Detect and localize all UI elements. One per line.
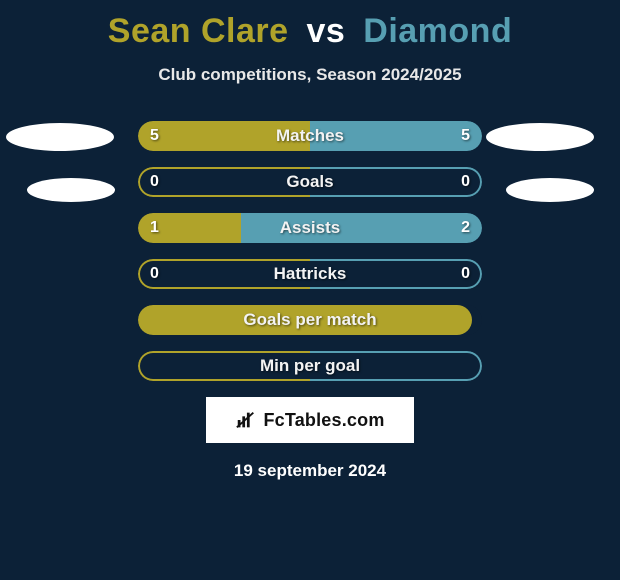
decoration-ellipse [506,178,594,202]
stat-value-right: 0 [461,167,470,197]
stat-fill-left [138,121,310,151]
date-text: 19 september 2024 [0,461,620,481]
stat-value-left: 0 [150,167,159,197]
decoration-ellipse [6,123,114,151]
stat-fill-left [138,305,472,335]
logo-text: FcTables.com [263,410,384,431]
subtitle: Club competitions, Season 2024/2025 [0,65,620,85]
decoration-ellipse [27,178,115,202]
stat-fill-right [310,121,482,151]
stat-label: Min per goal [138,351,482,381]
outline-right [310,167,482,197]
player2-name: Diamond [363,12,512,50]
stat-row: 0 0Hattricks [138,259,482,289]
outline-right [310,259,482,289]
outline-right [310,351,482,381]
stat-row: Goals per match [138,305,482,335]
stat-value-left: 0 [150,259,159,289]
decoration-ellipse [486,123,594,151]
stat-value-right: 0 [461,259,470,289]
outline-left [138,259,310,289]
vs-text: vs [306,12,345,50]
stat-fill-right [241,213,482,243]
stat-row: 12Assists [138,213,482,243]
outline-left [138,351,310,381]
stat-row: Min per goal [138,351,482,381]
stat-label: Hattricks [138,259,482,289]
stat-rows: 55Matches00Goals12Assists00HattricksGoal… [138,121,482,381]
stat-outline [138,167,482,197]
chart-icon [235,409,257,431]
comparison-title: Sean Clare vs Diamond [0,0,620,51]
stat-outline [138,351,482,381]
stat-label: Goals [138,167,482,197]
stat-fill-left [138,213,241,243]
outline-left [138,167,310,197]
player1-name: Sean Clare [108,12,289,50]
stat-row: 55Matches [138,121,482,151]
watermark-logo: FcTables.com [206,397,414,443]
stats-stage: 55Matches00Goals12Assists00HattricksGoal… [0,121,620,381]
stat-outline [138,259,482,289]
stat-row: 0 0Goals [138,167,482,197]
